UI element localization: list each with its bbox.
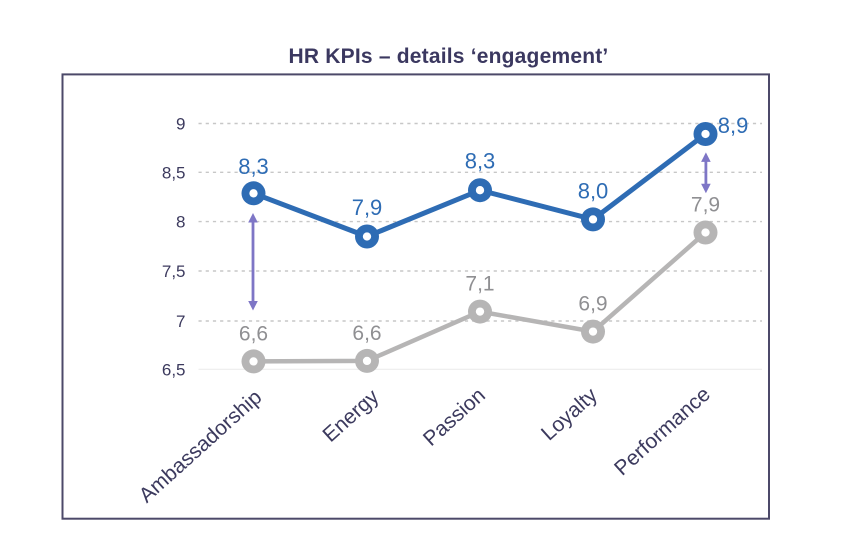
svg-text:8,3: 8,3 [238, 154, 269, 179]
svg-text:6,6: 6,6 [239, 322, 268, 345]
svg-text:9: 9 [176, 115, 185, 134]
svg-text:8,3: 8,3 [465, 149, 496, 174]
svg-text:HR KPIs – details ‘engagement’: HR KPIs – details ‘engagement’ [289, 45, 609, 68]
svg-text:7,9: 7,9 [352, 195, 383, 220]
svg-text:8,9: 8,9 [718, 113, 749, 138]
svg-text:8: 8 [176, 213, 185, 232]
svg-text:7: 7 [176, 312, 185, 331]
svg-text:6,9: 6,9 [578, 293, 607, 316]
svg-text:6,5: 6,5 [162, 360, 186, 379]
svg-text:8,0: 8,0 [578, 178, 609, 203]
svg-text:7,9: 7,9 [691, 193, 720, 216]
svg-text:7,5: 7,5 [162, 262, 186, 281]
svg-text:6,6: 6,6 [352, 322, 381, 345]
svg-text:7,1: 7,1 [465, 273, 494, 296]
svg-text:8,5: 8,5 [162, 163, 186, 182]
